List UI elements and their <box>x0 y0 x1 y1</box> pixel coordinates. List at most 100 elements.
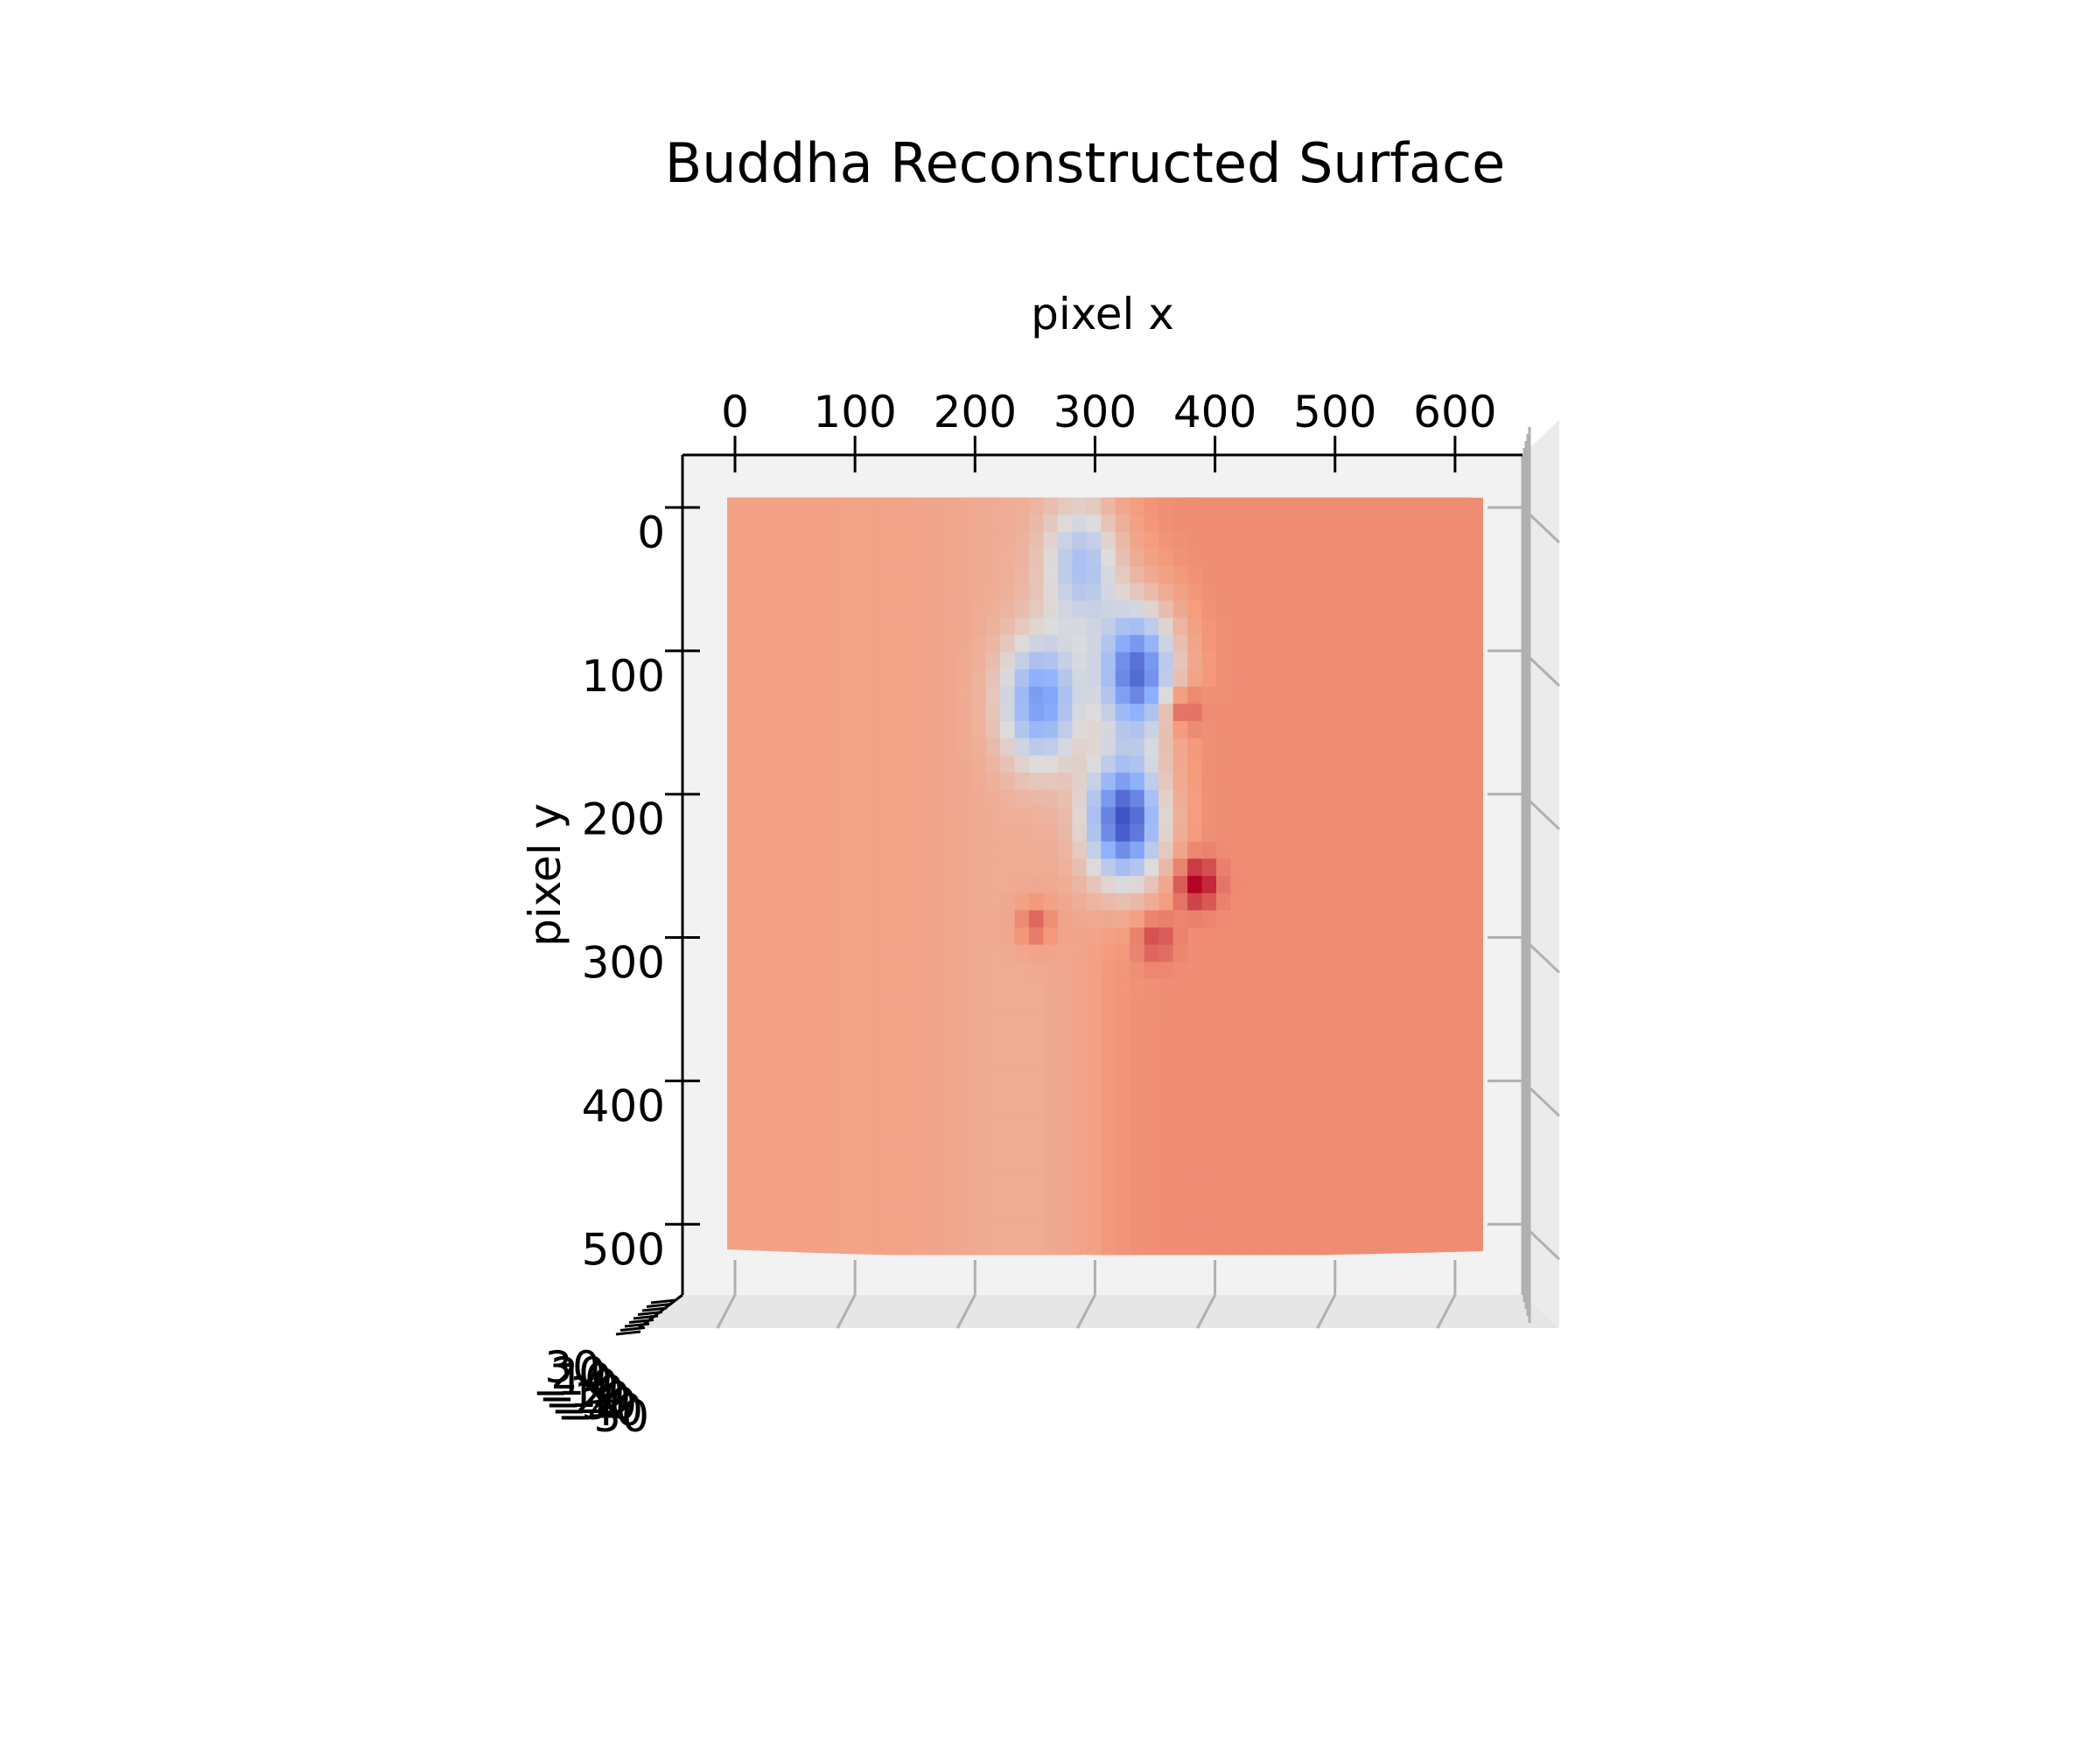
surface-cell <box>1115 1116 1131 1135</box>
surface-cell <box>1302 514 1318 533</box>
surface-cell <box>1057 634 1074 654</box>
surface-cell <box>740 1065 757 1083</box>
surface-cell <box>1360 618 1376 636</box>
surface-cell <box>1244 721 1261 739</box>
surface-cell <box>1029 1237 1045 1256</box>
surface-cell <box>971 669 987 688</box>
surface-cell <box>1086 634 1102 654</box>
surface-cell <box>1360 686 1376 705</box>
surface-cell <box>784 1186 800 1204</box>
surface-cell <box>1389 1202 1404 1221</box>
surface-cell <box>985 876 1001 894</box>
surface-cell <box>1144 841 1159 860</box>
surface-cell <box>1144 824 1159 843</box>
surface-cell <box>1115 549 1131 567</box>
surface-cell <box>798 1116 814 1135</box>
surface-cell <box>1201 1099 1217 1118</box>
surface-cell <box>956 583 972 602</box>
surface-cell <box>1057 1031 1074 1049</box>
surface-cell <box>1331 1082 1347 1101</box>
surface-cell <box>1086 841 1102 860</box>
surface-cell <box>1418 1031 1433 1049</box>
surface-cell <box>1230 1031 1246 1049</box>
surface-cell <box>1101 497 1116 515</box>
surface-cell <box>871 1151 886 1170</box>
surface-cell <box>1360 773 1376 791</box>
surface-cell <box>1418 1116 1433 1135</box>
surface-cell <box>1014 738 1030 757</box>
surface-cell <box>1230 1151 1246 1170</box>
surface-cell <box>1172 1237 1188 1256</box>
surface-cell <box>1475 652 1483 670</box>
surface-cell <box>1317 824 1333 843</box>
surface-cell <box>1259 531 1275 550</box>
surface-cell <box>971 841 987 860</box>
surface-cell <box>1187 996 1203 1015</box>
surface-cell <box>856 531 872 550</box>
surface-cell <box>1446 549 1462 567</box>
surface-cell <box>1460 1237 1477 1256</box>
surface-cell <box>1101 841 1116 860</box>
surface-cell <box>1029 1134 1045 1152</box>
surface-cell <box>1057 669 1074 688</box>
surface-cell <box>755 1168 771 1186</box>
surface-cell <box>928 996 944 1015</box>
surface-cell <box>1230 1220 1246 1238</box>
surface-cell <box>1302 531 1318 550</box>
surface-cell <box>1331 858 1347 877</box>
surface-cell <box>1317 1151 1333 1170</box>
surface-cell <box>1158 1082 1174 1101</box>
surface-cell <box>813 514 829 533</box>
surface-cell <box>1403 531 1419 550</box>
surface-cell <box>1172 1116 1188 1135</box>
surface-cell <box>1259 1168 1275 1186</box>
surface-cell <box>942 1013 958 1032</box>
surface-cell <box>1331 686 1347 705</box>
surface-cell <box>956 910 972 928</box>
surface-cell <box>856 1082 872 1101</box>
surface-cell <box>871 1134 886 1152</box>
surface-cell <box>914 738 929 757</box>
z-tick-mark <box>646 1303 672 1308</box>
surface-cell <box>928 600 944 619</box>
surface-cell <box>928 892 944 912</box>
surface-cell <box>856 1202 872 1221</box>
surface-cell <box>1375 669 1390 688</box>
surface-cell <box>1375 1099 1390 1118</box>
surface-cell <box>942 1237 958 1256</box>
surface-cell <box>727 962 742 980</box>
surface-cell <box>985 1202 1001 1221</box>
surface-cell <box>971 703 987 722</box>
surface-cell <box>1460 686 1477 705</box>
surface-cell <box>827 1047 843 1067</box>
surface-cell <box>1475 1168 1483 1186</box>
surface-cell <box>1101 1202 1116 1221</box>
surface-cell <box>1187 566 1203 584</box>
surface-cell <box>1317 738 1333 757</box>
surface-cell <box>1375 1202 1390 1221</box>
surface-cell <box>813 618 829 636</box>
surface-cell <box>1244 1047 1261 1067</box>
surface-cell <box>798 755 814 773</box>
surface-cell <box>971 1031 987 1049</box>
surface-cell <box>827 841 843 860</box>
surface-cell <box>1317 669 1333 688</box>
surface-cell <box>914 1082 929 1101</box>
surface-cell <box>755 566 771 584</box>
surface-cell <box>1172 549 1188 567</box>
surface-cell <box>1446 910 1462 928</box>
surface-cell <box>1317 962 1333 980</box>
surface-cell <box>1403 876 1419 894</box>
surface-cell <box>1244 1116 1261 1135</box>
surface-cell <box>1057 686 1074 705</box>
surface-cell <box>899 824 915 843</box>
surface-cell <box>798 686 814 705</box>
surface-cell <box>1144 858 1159 877</box>
surface-cell <box>798 927 814 946</box>
surface-cell <box>1288 841 1304 860</box>
surface-cell <box>1216 703 1232 722</box>
surface-cell <box>1403 755 1419 773</box>
chart-title: Buddha Reconstructed Surface <box>665 131 1506 195</box>
surface-cell <box>755 944 771 963</box>
surface-cell <box>755 1082 771 1101</box>
